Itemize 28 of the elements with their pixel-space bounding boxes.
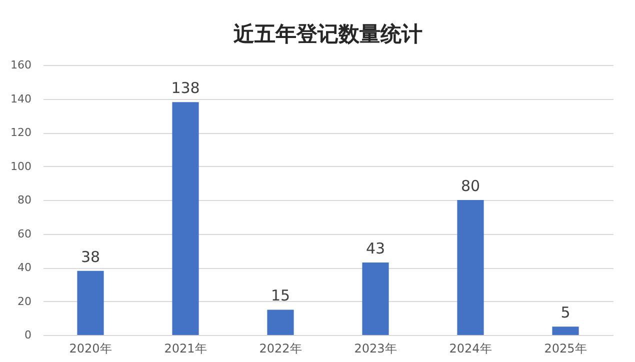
data-label: 5 xyxy=(560,304,570,322)
data-label: 138 xyxy=(171,79,200,98)
y-tick-label: 40 xyxy=(18,261,32,274)
x-tick-label: 2021年 xyxy=(164,342,207,356)
y-tick-label: 60 xyxy=(18,227,32,240)
bar xyxy=(267,310,294,335)
data-label: 38 xyxy=(80,248,100,266)
y-tick-label: 0 xyxy=(24,328,32,342)
y-tick-label: 80 xyxy=(18,194,32,206)
bar xyxy=(362,262,389,335)
x-tick-label: 2024年 xyxy=(449,342,492,356)
x-tick-label: 2025年 xyxy=(544,342,587,356)
bar xyxy=(172,102,199,335)
bar xyxy=(77,270,104,335)
data-label: 15 xyxy=(270,286,290,305)
y-tick-label: 100 xyxy=(10,160,32,173)
x-tick-label: 2023年 xyxy=(354,342,397,356)
data-label: 43 xyxy=(366,239,386,258)
y-tick-label: 20 xyxy=(18,294,32,308)
y-tick-label: 140 xyxy=(10,92,32,106)
bar xyxy=(552,326,579,335)
x-tick-label: 2020年 xyxy=(69,342,112,356)
chart-title: 近五年登记数量统计 xyxy=(232,21,422,46)
y-tick-label: 160 xyxy=(10,58,32,72)
y-tick-label: 120 xyxy=(10,126,32,139)
data-label: 80 xyxy=(460,177,480,195)
bar xyxy=(457,200,484,335)
x-tick-label: 2022年 xyxy=(259,342,302,356)
